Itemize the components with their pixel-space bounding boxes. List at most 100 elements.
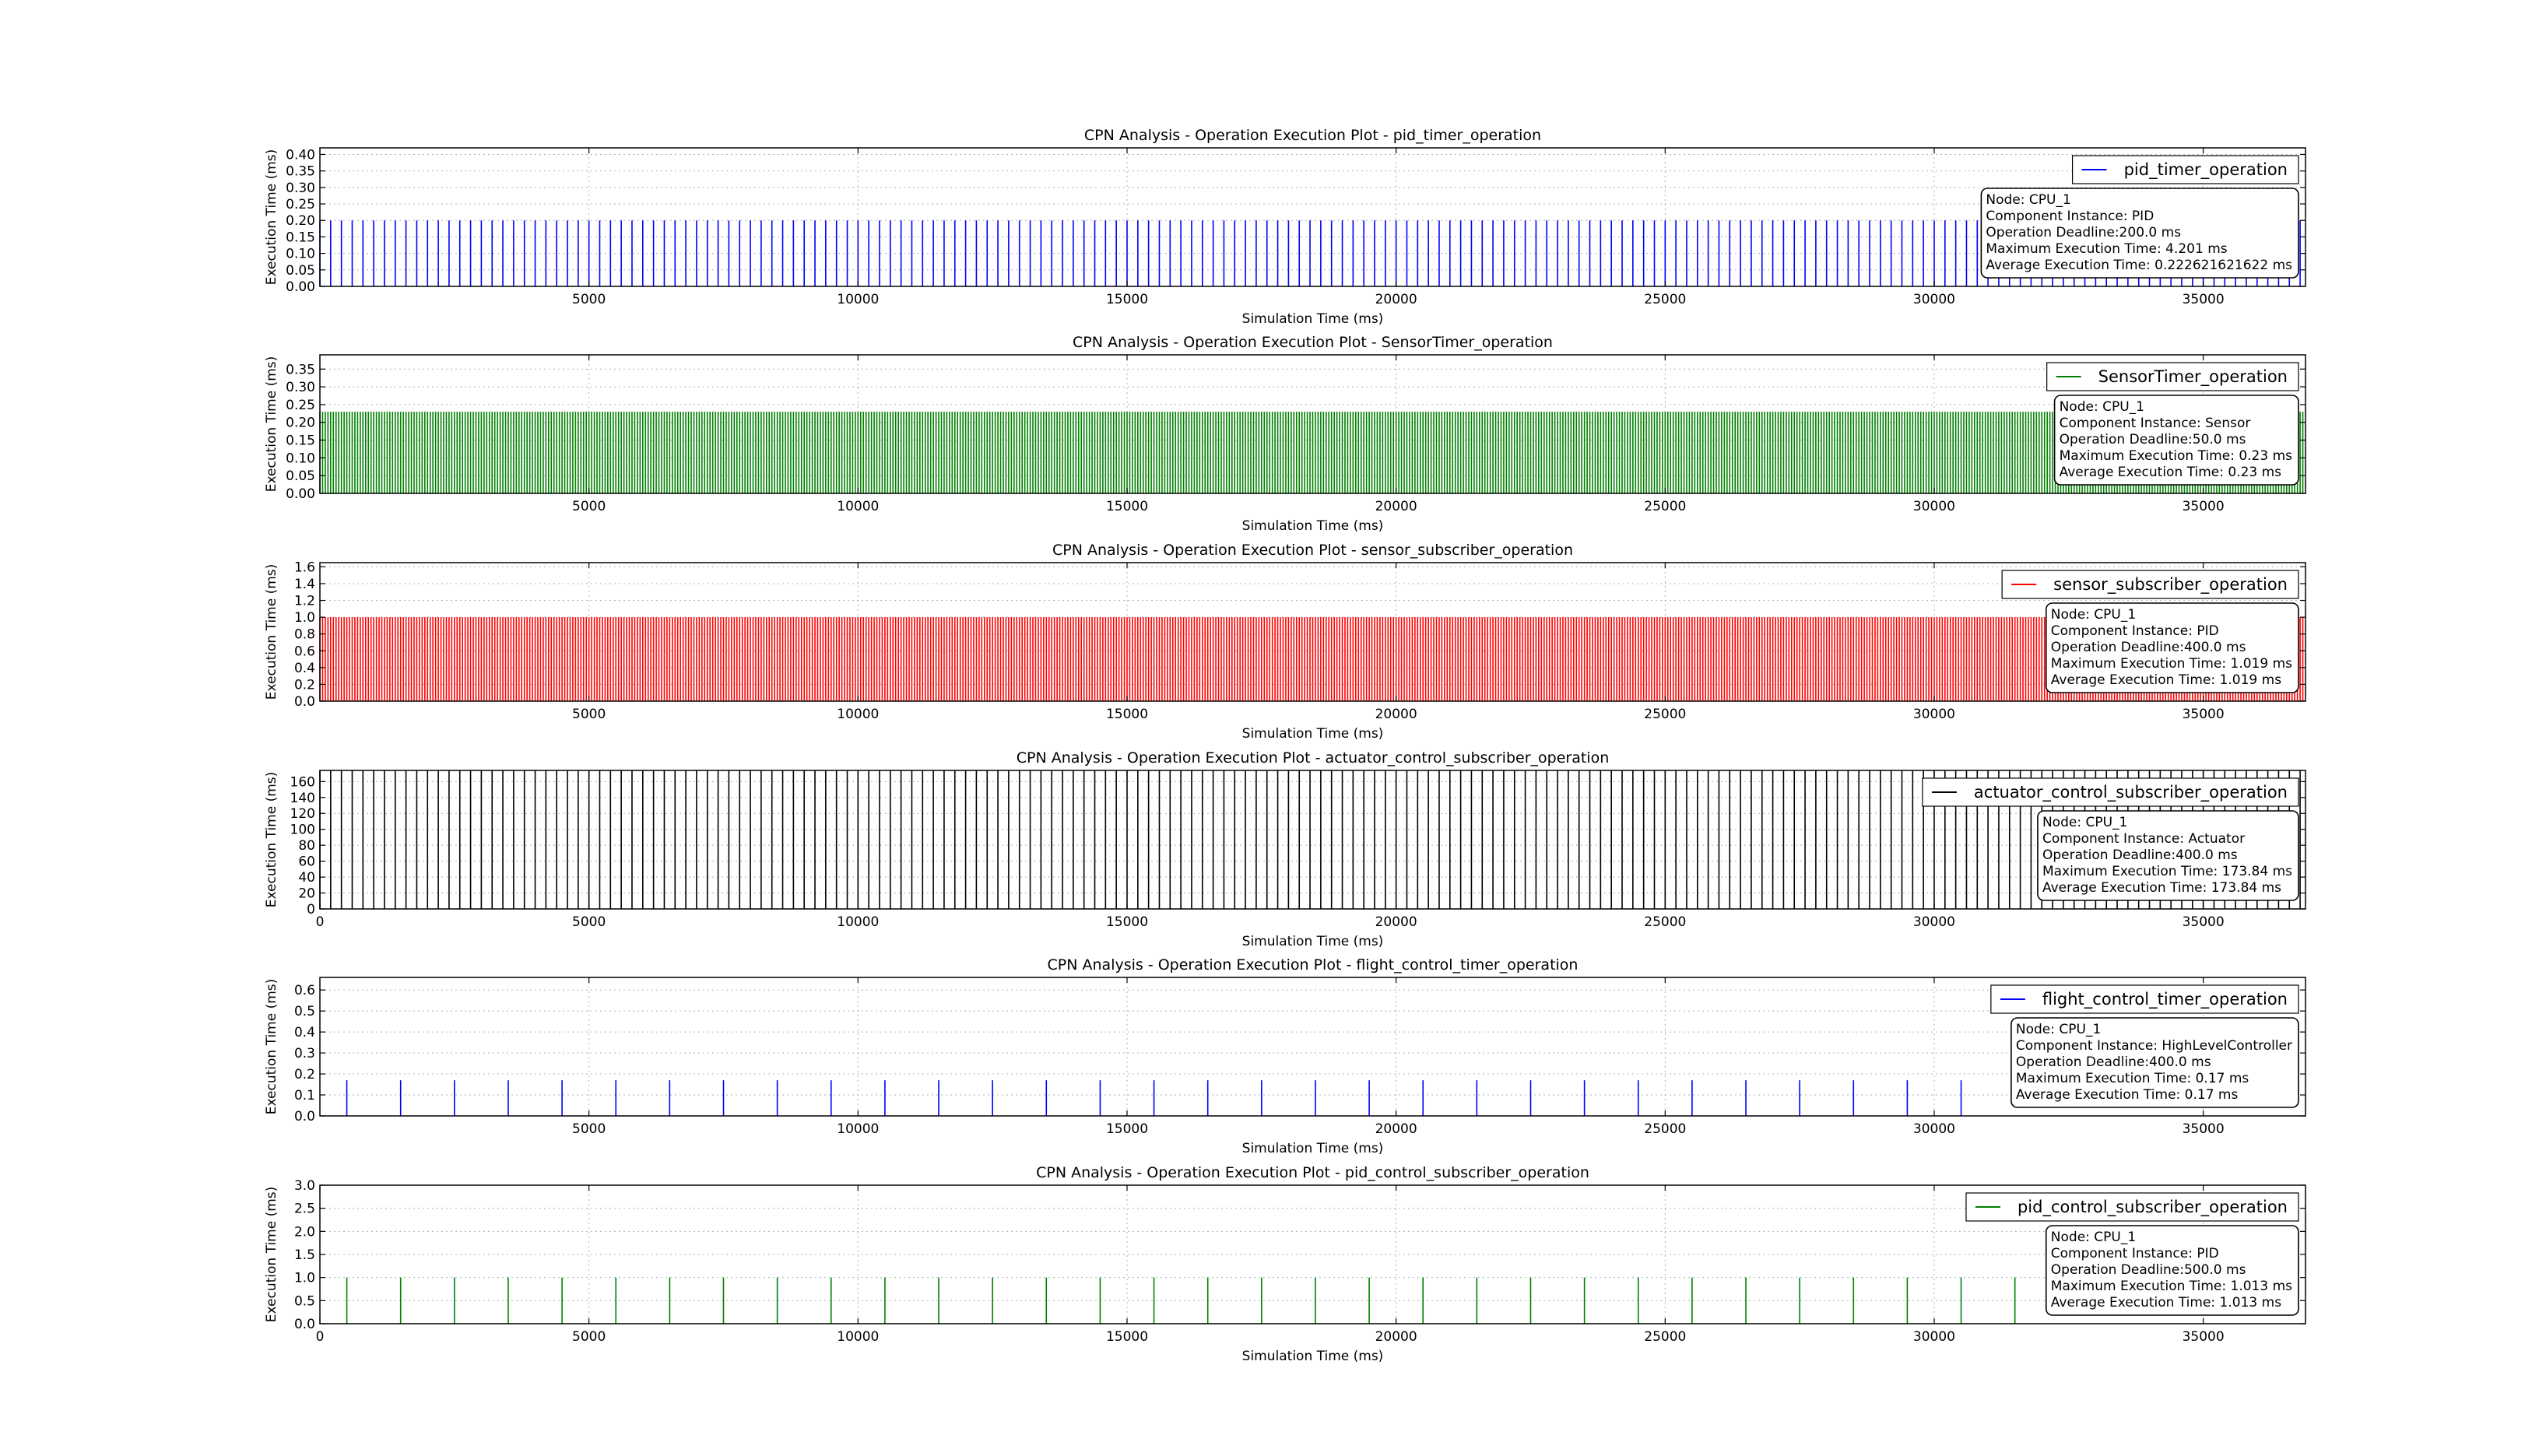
annotation-line: Component Instance: PID <box>2051 623 2219 639</box>
annotation-line: Node: CPU_1 <box>2051 607 2136 623</box>
legend-box <box>1922 777 2299 807</box>
annotation-line: Operation Deadline:400.0 ms <box>2042 847 2238 863</box>
x-tick-label: 10000 <box>837 1329 879 1345</box>
y-tick-label: 0.4 <box>294 1025 315 1040</box>
plot-frame <box>319 770 2306 910</box>
annotation-line: Node: CPU_1 <box>2042 815 2127 830</box>
chart-panel-1: CPN Analysis - Operation Execution Plot … <box>264 127 2306 327</box>
x-tick-label: 15000 <box>1106 707 1148 722</box>
x-tick-label: 0 <box>316 914 325 930</box>
annotation-line: Maximum Execution Time: 1.013 ms <box>2051 1279 2292 1294</box>
x-tick-label: 20000 <box>1375 707 1417 722</box>
y-tick-label: 0.10 <box>286 247 315 262</box>
annotation-line: Component Instance: PID <box>1986 209 2154 224</box>
x-tick-label: 25000 <box>1644 707 1686 722</box>
chart-panel-4: CPN Analysis - Operation Execution Plot … <box>264 749 2306 949</box>
x-tick-label: 25000 <box>1644 914 1686 930</box>
annotation-frame <box>2037 810 2299 901</box>
data-bars <box>319 770 2301 909</box>
y-tick-label: 0.25 <box>286 398 315 413</box>
data-bars <box>319 412 2304 493</box>
annotation-frame <box>2010 1017 2299 1108</box>
y-tick-label: 120 <box>290 806 315 822</box>
annotation-line: Node: CPU_1 <box>2060 399 2144 415</box>
legend-box <box>2001 570 2299 599</box>
x-tick-label: 30000 <box>1913 1329 1955 1345</box>
annotation-line: Component Instance: HighLevelController <box>2016 1038 2292 1054</box>
legend: actuator_control_subscriber_operation <box>1922 777 2299 807</box>
x-tick-label: 35000 <box>2183 914 2225 930</box>
y-tick-label: 0.0 <box>294 1317 315 1332</box>
y-tick-label: 60 <box>298 854 315 870</box>
x-tick-label: 30000 <box>1913 499 1955 514</box>
x-tick-label: 15000 <box>1106 292 1148 307</box>
legend: pid_timer_operation <box>2071 155 2299 184</box>
data-bars <box>319 617 2304 701</box>
y-tick-label: 0.25 <box>286 197 315 212</box>
y-tick-label: 1.0 <box>294 1271 315 1286</box>
x-tick-label: 15000 <box>1106 1329 1148 1345</box>
plot-frame <box>319 977 2306 1117</box>
annotation-frame <box>2045 602 2299 693</box>
y-tick-label: 2.5 <box>294 1202 315 1217</box>
legend-label: SensorTimer_operation <box>2098 367 2288 387</box>
data-bars <box>346 1080 1962 1116</box>
y-axis-label: Execution Time (ms) <box>264 564 279 700</box>
data-bars <box>346 1277 2016 1324</box>
x-tick-label: 25000 <box>1644 292 1686 307</box>
x-tick-label: 25000 <box>1644 499 1686 514</box>
x-axis-label: Simulation Time (ms) <box>1242 1141 1384 1156</box>
x-tick-label: 10000 <box>837 499 879 514</box>
legend-label: pid_timer_operation <box>2124 160 2288 180</box>
x-tick-label: 20000 <box>1375 914 1417 930</box>
x-tick-label: 30000 <box>1913 1121 1955 1137</box>
annotation-line: Maximum Execution Time: 4.201 ms <box>1986 241 2227 257</box>
x-axis-label: Simulation Time (ms) <box>1242 726 1384 742</box>
annotation-line: Average Execution Time: 1.013 ms <box>2051 1295 2281 1310</box>
legend-label: flight_control_timer_operation <box>2042 990 2288 1009</box>
x-tick-label: 30000 <box>1913 292 1955 307</box>
x-tick-label: 10000 <box>837 914 879 930</box>
annotation-line: Maximum Execution Time: 173.84 ms <box>2042 864 2292 879</box>
y-tick-label: 140 <box>290 791 315 806</box>
y-tick-label: 0.2 <box>294 1067 315 1082</box>
chart-panel-6: CPN Analysis - Operation Execution Plot … <box>264 1164 2306 1364</box>
y-tick-label: 3.0 <box>294 1178 315 1194</box>
chart-title: CPN Analysis - Operation Execution Plot … <box>1048 956 1579 974</box>
y-tick-label: 0.05 <box>286 263 315 279</box>
x-tick-label: 35000 <box>2183 1121 2225 1137</box>
annotation-frame <box>2045 1225 2299 1316</box>
x-tick-label: 5000 <box>572 707 606 722</box>
y-tick-label: 1.6 <box>294 560 315 575</box>
annotation-line: Operation Deadline:500.0 ms <box>2051 1262 2246 1278</box>
x-tick-label: 15000 <box>1106 499 1148 514</box>
legend-box <box>1965 1192 2299 1222</box>
chart-panel-5: CPN Analysis - Operation Execution Plot … <box>264 956 2306 1156</box>
y-tick-label: 0.30 <box>286 380 315 395</box>
y-tick-label: 2.0 <box>294 1224 315 1240</box>
y-tick-label: 0.6 <box>294 644 315 659</box>
annotation-line: Maximum Execution Time: 0.17 ms <box>2016 1071 2249 1086</box>
x-tick-label: 5000 <box>572 1121 606 1137</box>
legend-label: pid_control_subscriber_operation <box>2018 1198 2288 1217</box>
x-tick-label: 5000 <box>572 292 606 307</box>
annotation-line: Node: CPU_1 <box>2051 1230 2136 1245</box>
y-tick-label: 0.35 <box>286 164 315 180</box>
x-tick-label: 20000 <box>1375 1121 1417 1137</box>
y-tick-label: 0.05 <box>286 468 315 484</box>
x-tick-label: 15000 <box>1106 1121 1148 1137</box>
annotation-line: Average Execution Time: 173.84 ms <box>2042 880 2281 896</box>
annotation-line: Average Execution Time: 0.23 ms <box>2060 465 2282 480</box>
y-tick-label: 100 <box>290 823 315 838</box>
y-tick-label: 1.0 <box>294 610 315 626</box>
y-tick-label: 0.20 <box>286 213 315 229</box>
annotation-line: Maximum Execution Time: 0.23 ms <box>2060 448 2293 464</box>
chart-title: CPN Analysis - Operation Execution Plot … <box>1017 749 1610 767</box>
y-tick-label: 0.1 <box>294 1088 315 1103</box>
legend: flight_control_timer_operation <box>1990 984 2299 1014</box>
annotation-line: Average Execution Time: 0.17 ms <box>2016 1087 2239 1103</box>
y-tick-label: 1.4 <box>294 577 315 592</box>
x-tick-label: 35000 <box>2183 1329 2225 1345</box>
